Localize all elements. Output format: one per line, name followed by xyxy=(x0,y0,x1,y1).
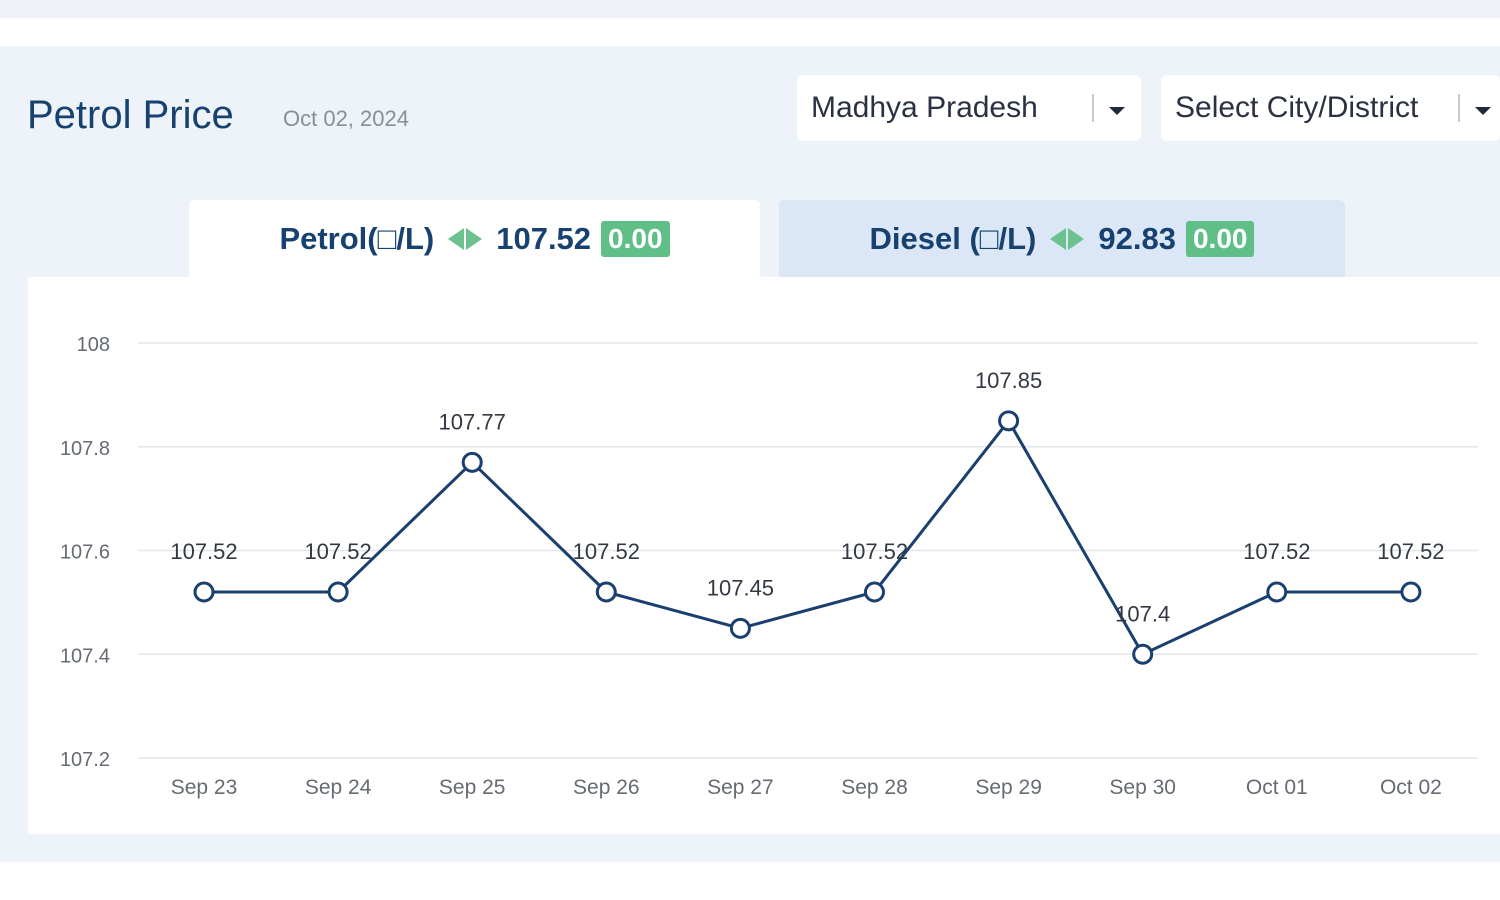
data-point[interactable] xyxy=(1132,643,1154,665)
series-line xyxy=(204,419,1411,656)
data-label: 107.52 xyxy=(573,539,640,564)
x-tick-label: Sep 23 xyxy=(171,776,238,799)
data-point[interactable] xyxy=(729,617,751,639)
city-dropdown[interactable]: Select City/District xyxy=(1161,75,1500,141)
x-tick-label: Sep 27 xyxy=(707,776,774,799)
x-tick-label: Sep 30 xyxy=(1109,776,1176,799)
page-title: Petrol Price xyxy=(27,93,234,137)
x-tick-label: Oct 01 xyxy=(1246,776,1308,799)
data-label: 107.4 xyxy=(1115,601,1170,626)
x-tick-label: Sep 29 xyxy=(975,776,1042,799)
tab-diesel-price: 92.83 xyxy=(1098,221,1176,256)
price-change-arrows-icon xyxy=(448,228,483,250)
tab-diesel-label: Diesel (□/L) xyxy=(869,221,1037,256)
data-point[interactable] xyxy=(864,581,885,603)
tab-petrol[interactable]: Petrol(□/L) 107.52 0.00 xyxy=(189,200,760,278)
y-tick-label: 107.8 xyxy=(60,438,110,460)
data-point[interactable] xyxy=(327,581,349,603)
data-label: 107.52 xyxy=(1377,539,1444,564)
city-dropdown-placeholder: Select City/District xyxy=(1175,91,1419,124)
x-tick-label: Oct 02 xyxy=(1380,776,1442,799)
data-point[interactable] xyxy=(461,451,483,473)
data-label: 107.85 xyxy=(975,368,1042,393)
data-label: 107.52 xyxy=(841,539,908,564)
tab-petrol-price: 107.52 xyxy=(496,221,592,256)
tab-petrol-change-badge: 0.00 xyxy=(601,221,670,257)
tab-diesel-change-badge: 0.00 xyxy=(1185,221,1255,257)
tab-diesel[interactable]: Diesel (□/L) 92.83 0.00 xyxy=(779,200,1345,278)
state-dropdown-value: Madhya Pradesh xyxy=(811,91,1038,124)
x-tick-label: Sep 25 xyxy=(439,776,506,799)
data-label: 107.52 xyxy=(170,539,237,564)
x-tick-label: Sep 28 xyxy=(841,776,908,799)
y-tick-label: 108 xyxy=(77,334,110,356)
data-label: 107.45 xyxy=(707,575,774,600)
data-point[interactable] xyxy=(998,410,1020,432)
price-change-arrows-icon xyxy=(1050,228,1085,250)
state-dropdown[interactable]: Madhya Pradesh xyxy=(797,75,1141,141)
chevron-down-icon[interactable] xyxy=(1109,107,1125,115)
chevron-down-icon[interactable] xyxy=(1475,107,1491,115)
price-date: Oct 02, 2024 xyxy=(283,106,409,131)
price-line-chart: 108 107.8 107.6 107.4 107.2 107.52 Sep 23 107.5… xyxy=(60,334,1478,799)
data-point[interactable] xyxy=(193,581,215,603)
data-point[interactable] xyxy=(1266,581,1288,603)
data-label: 107.77 xyxy=(439,409,506,434)
data-label: 107.52 xyxy=(304,539,371,564)
data-point[interactable] xyxy=(595,581,617,603)
tab-petrol-label: Petrol(□/L) xyxy=(279,221,435,256)
data-point[interactable] xyxy=(1400,581,1422,603)
x-tick-label: Sep 26 xyxy=(573,776,640,799)
y-tick-label: 107.2 xyxy=(60,749,110,771)
y-tick-label: 107.4 xyxy=(60,645,110,667)
chart-card: 108 107.8 107.6 107.4 107.2 107.52 Sep 23 107.5… xyxy=(28,277,1500,834)
dropdown-separator xyxy=(1092,94,1094,122)
data-label: 107.52 xyxy=(1243,539,1310,564)
dropdown-separator xyxy=(1458,94,1460,122)
top-strip xyxy=(0,0,1500,18)
y-tick-label: 107.6 xyxy=(60,542,110,564)
x-tick-label: Sep 24 xyxy=(305,776,372,799)
